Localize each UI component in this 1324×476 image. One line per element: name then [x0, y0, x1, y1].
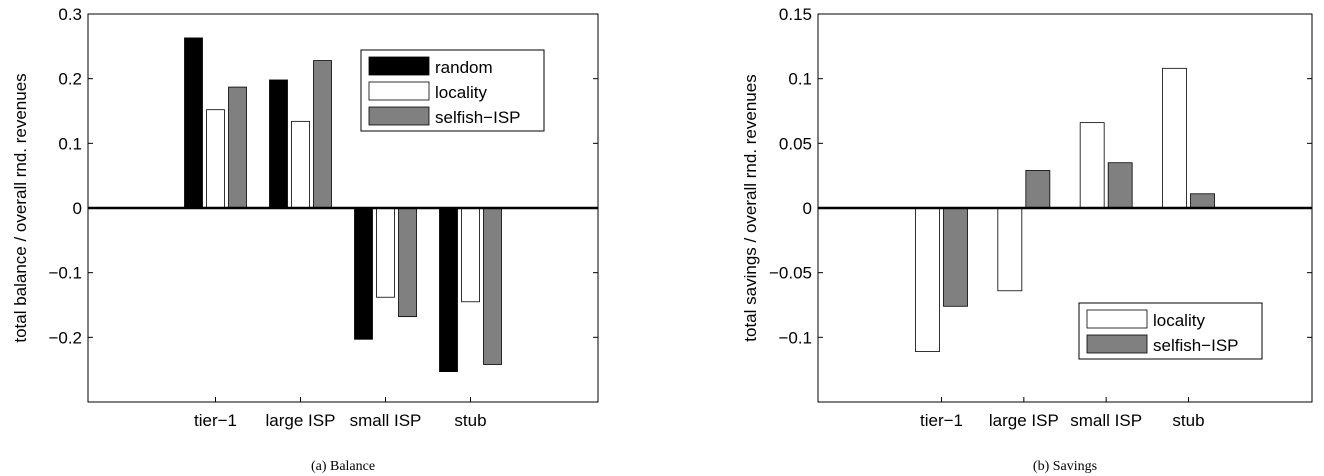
bar-locality: [1079, 122, 1105, 209]
y-tick-label: −0.05: [769, 264, 812, 283]
legend: locality selfish−ISP: [1078, 302, 1263, 360]
y-tick-label: 0.05: [779, 134, 812, 153]
y-tick-label: 0.3: [58, 5, 82, 24]
bar-locality: [206, 109, 225, 209]
bar-selfish-isp: [1107, 162, 1133, 209]
bar-locality: [376, 207, 395, 298]
legend-label: selfish−ISP: [1153, 336, 1239, 355]
x-tick-label: stub: [1172, 411, 1204, 430]
bar-selfish-isp: [943, 207, 968, 307]
y-tick-label: −0.1: [778, 328, 812, 347]
bar-selfish-isp: [483, 207, 502, 365]
x-tick-label: tier−1: [194, 411, 237, 430]
legend-swatch: [1086, 334, 1148, 354]
chart-balance: 0.3 0.2 0.1 0 −0.1 −0.2 tier−1 large ISP small I…: [11, 5, 599, 474]
bar-locality: [1162, 67, 1187, 209]
legend-label: random: [435, 58, 493, 77]
x-tick-label: large ISP: [989, 411, 1059, 430]
y-tick-label: 0.1: [788, 70, 812, 89]
y-axis-label: total savings / overall rnd. revenues: [741, 74, 760, 341]
bar-random: [439, 207, 458, 373]
y-tick-label: −0.2: [48, 328, 82, 347]
legend-swatch: [368, 56, 430, 76]
bar-selfish-isp: [228, 86, 247, 209]
legend-swatch: [1086, 309, 1148, 329]
bar-locality: [291, 120, 310, 209]
bar-selfish-isp: [398, 207, 417, 318]
legend-label: locality: [435, 83, 487, 102]
y-tick-label: −0.1: [48, 264, 82, 283]
bar-locality: [997, 207, 1023, 292]
x-tick-label: small ISP: [350, 411, 422, 430]
legend-label: selfish−ISP: [435, 108, 521, 127]
x-tick-label: large ISP: [266, 411, 336, 430]
bar-selfish-isp: [313, 60, 332, 209]
figure-caption: (a) Balance: [311, 459, 375, 474]
bar-locality: [461, 207, 480, 303]
legend-swatch: [368, 81, 430, 101]
bar-locality: [915, 207, 940, 352]
y-tick-label: 0: [73, 199, 82, 218]
y-tick-label: 0.1: [58, 134, 82, 153]
x-tick-label: stub: [454, 411, 486, 430]
x-tick-label: tier−1: [920, 411, 963, 430]
x-tick-label: small ISP: [1070, 411, 1142, 430]
bar-random: [184, 37, 203, 209]
bar-random: [354, 207, 373, 340]
y-tick-label: 0.2: [58, 70, 82, 89]
y-tick-label: 0: [803, 199, 812, 218]
chart-savings: 0.15 0.1 0.05 0 −0.05 −0.1 tier−1 large ISP smal…: [741, 5, 1313, 474]
bar-selfish-isp: [1190, 193, 1215, 209]
legend-label: locality: [1153, 311, 1205, 330]
figure-caption: (b) Savings: [1033, 459, 1097, 474]
legend: random locality selfish−ISP: [360, 49, 545, 132]
y-tick-label: 0.15: [779, 5, 812, 24]
bar-selfish-isp: [1025, 170, 1051, 209]
bar-random: [269, 79, 288, 209]
legend-swatch: [368, 106, 430, 126]
y-axis-label: total balance / overall rnd. revenues: [11, 73, 30, 342]
